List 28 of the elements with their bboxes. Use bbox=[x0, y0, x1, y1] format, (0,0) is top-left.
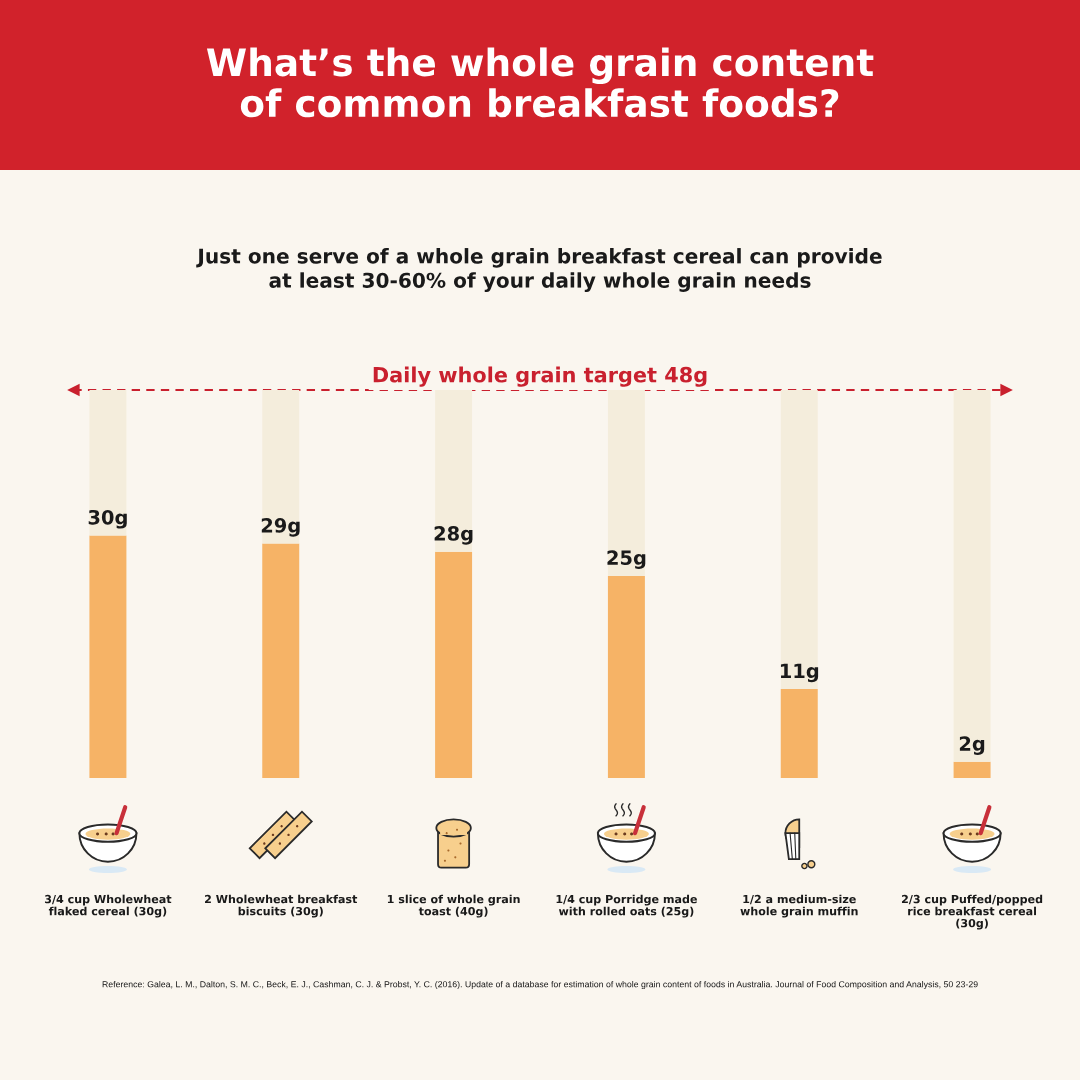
bar bbox=[89, 390, 127, 536]
bar bbox=[89, 535, 127, 778]
data-label: 25g bbox=[607, 550, 646, 569]
bar bbox=[780, 689, 818, 778]
x-tick-label: 1/2 a medium-size whole grain muffin bbox=[740, 894, 858, 918]
x-tick-label: 1 slice of whole grain toast (40g) bbox=[387, 894, 520, 918]
bar bbox=[435, 390, 473, 552]
bar bbox=[435, 551, 473, 778]
chart-title: What’s the whole grain content of common breakfast foods? bbox=[206, 47, 874, 118]
data-label: 28g bbox=[434, 526, 473, 545]
bar bbox=[953, 761, 991, 778]
data-label: 11g bbox=[780, 663, 819, 683]
x-tick-label: 3/4 cup Wholewheat flaked cereal (30g) bbox=[44, 894, 172, 918]
bar bbox=[607, 575, 645, 778]
data-label: 30g bbox=[88, 509, 127, 529]
x-tick-label: 2 Wholewheat breakfast biscuits (30g) bbox=[205, 894, 358, 918]
x-tick-label: 2/3 cup Puffed/popped rice breakfast cereal (30g) bbox=[901, 894, 1043, 930]
text: Reference: Galea, L. M., Dalton, S. M. C., Beck, E. J., Cashman, C. J. & Probst, Y. C. (2016). Update of a database for estimation of whole grain content of foods in Australia. Journal of Food Composition and Analysis, 50 23-29 bbox=[102, 980, 978, 990]
bar bbox=[607, 390, 645, 576]
data-label: 29g bbox=[261, 518, 300, 537]
bar bbox=[953, 390, 991, 762]
data-label: 2g bbox=[959, 736, 985, 755]
bar bbox=[780, 390, 818, 690]
bar bbox=[262, 543, 300, 778]
ref-line-label: Daily whole grain target 48g bbox=[373, 366, 707, 387]
bar bbox=[262, 390, 300, 544]
chart-subtitle: Just one serve of a whole grain breakfast cereal can provide at least 30-60% of your daily whole grain needs bbox=[196, 248, 882, 292]
x-tick-label: 1/4 cup Porridge made with rolled oats (25g) bbox=[556, 894, 697, 918]
